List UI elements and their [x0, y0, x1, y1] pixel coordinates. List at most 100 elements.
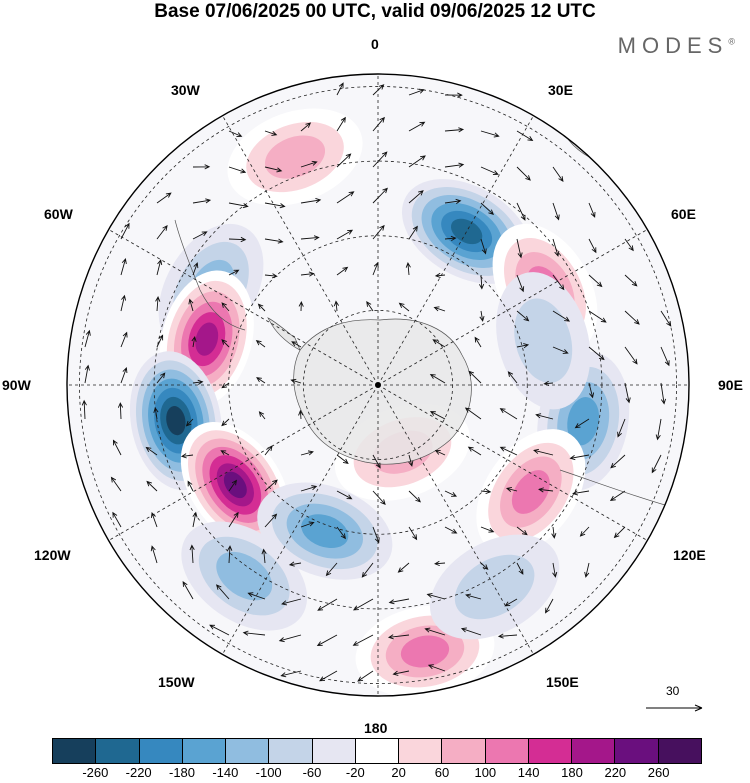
- meridian-line: [222, 115, 379, 386]
- lon-label-30e: 30E: [548, 82, 573, 98]
- wind-arrow: [432, 339, 446, 348]
- anomaly-contour: [400, 635, 450, 668]
- meridian-line: [108, 229, 379, 386]
- wind-arrow: [281, 598, 302, 606]
- wind-arrow: [221, 339, 230, 348]
- wind-arrow: [516, 166, 531, 181]
- wind-arrow: [408, 526, 418, 541]
- wind-arrow: [372, 526, 380, 544]
- wind-arrow: [110, 476, 122, 492]
- wind-arrow: [228, 130, 243, 138]
- wind-arrow: [242, 630, 266, 636]
- wind-arrow: [352, 634, 374, 646]
- wind-arrow: [480, 166, 499, 176]
- wind-arrow: [336, 490, 353, 500]
- wind-arrow: [499, 446, 518, 456]
- wind-arrow: [588, 346, 605, 361]
- wind-arrow: [215, 584, 230, 600]
- wind-arrow: [192, 379, 204, 385]
- wind-arrow: [336, 153, 352, 168]
- wind-arrow: [405, 261, 411, 276]
- wind-arrow: [613, 526, 626, 539]
- wind-arrow: [467, 446, 482, 456]
- wind-arrow: [156, 192, 172, 204]
- wind-arrow: [264, 273, 278, 279]
- south-america-coast: [174, 219, 246, 331]
- wind-arrow: [543, 380, 554, 386]
- wind-arrow: [505, 486, 518, 492]
- wind-arrow: [182, 580, 194, 600]
- wind-arrow: [408, 490, 421, 503]
- wind-arrow: [372, 151, 388, 168]
- anomaly-contour: [567, 397, 600, 446]
- wind-arrow: [504, 598, 518, 607]
- wind-arrow: [552, 562, 558, 578]
- anomaly-contour: [514, 298, 573, 383]
- meridian-line: [377, 229, 648, 386]
- wind-arrow: [408, 88, 425, 96]
- wind-arrow: [398, 302, 410, 312]
- colorbar-tick-label: -60: [302, 765, 322, 780]
- wind-arrow: [569, 454, 590, 461]
- wind-arrow: [228, 166, 247, 174]
- wind-arrow: [300, 485, 318, 492]
- wind-arrow: [372, 187, 388, 204]
- wind-arrow: [465, 593, 482, 600]
- wind-arrow: [112, 439, 122, 456]
- wind-arrow: [300, 235, 320, 241]
- wind-arrow: [261, 548, 267, 564]
- wind-arrow: [392, 670, 410, 676]
- anomaly-contour: [216, 551, 273, 601]
- lon-label-150e: 150E: [546, 674, 579, 690]
- wind-arrow: [660, 346, 670, 367]
- polar-map: [66, 73, 690, 697]
- wind-arrow: [588, 310, 607, 323]
- wind-arrow: [300, 521, 315, 528]
- wind-arrow: [552, 346, 569, 354]
- wind-arrow: [479, 310, 485, 322]
- colorbar-swatch: [571, 739, 615, 763]
- wind-arrow: [221, 418, 230, 427]
- wind-arrow: [468, 370, 482, 384]
- wind-arrow: [84, 364, 90, 384]
- colorbar-swatch: [225, 739, 269, 763]
- wind-arrow: [497, 633, 518, 639]
- lon-label-30w: 30W: [171, 82, 200, 98]
- colorbar-tick-label: -20: [345, 765, 365, 780]
- wind-arrow: [552, 202, 560, 221]
- wind-arrow: [444, 127, 465, 133]
- wind-arrow: [120, 222, 130, 240]
- wind-arrow: [444, 490, 458, 497]
- wind-arrow: [300, 198, 322, 204]
- wind-arrow: [408, 121, 426, 132]
- wind-arrow: [624, 346, 638, 365]
- wind-arrow: [180, 453, 194, 459]
- colorbar-swatch: [354, 739, 399, 763]
- colorbar-swatch: [484, 739, 528, 763]
- wind-arrow: [397, 562, 410, 573]
- colorbar-tick-label: 180: [561, 765, 583, 780]
- wind-arrow: [336, 229, 354, 240]
- wind-arrow: [120, 367, 128, 384]
- south-pole-marker: [375, 382, 381, 388]
- lon-label-120e: 120E: [673, 547, 706, 563]
- anomaly-contour: [450, 218, 483, 245]
- wind-arrow: [588, 202, 596, 218]
- wind-arrow: [192, 262, 199, 276]
- wind-arrow: [227, 545, 233, 564]
- wind-arrow: [552, 166, 564, 182]
- wind-arrow: [516, 130, 534, 141]
- lon-label-120w: 120W: [34, 547, 71, 563]
- wind-arrow: [191, 335, 197, 348]
- wind-arrow: [426, 592, 446, 600]
- wind-arrow: [280, 670, 302, 678]
- wind-arrow: [572, 490, 590, 496]
- wind-arrow: [255, 340, 266, 348]
- wind-arrow: [444, 162, 465, 168]
- wind-arrow: [228, 202, 249, 209]
- wind-arrow: [588, 238, 597, 254]
- antarctica-landmass: [293, 318, 472, 465]
- colorbar: [52, 738, 702, 764]
- wind-arrow: [264, 166, 283, 173]
- wind-arrow: [464, 407, 482, 420]
